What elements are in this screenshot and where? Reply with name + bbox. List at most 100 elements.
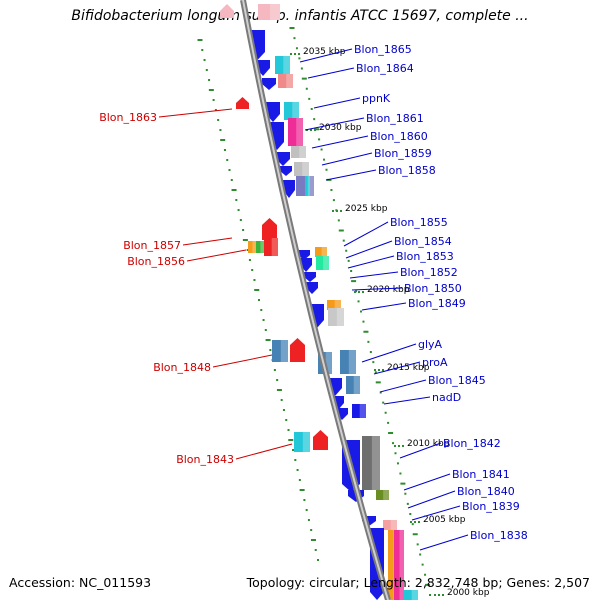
gene-cyan-bottom — [404, 590, 418, 600]
gene-label-forward[interactable]: Blon_1859 — [374, 147, 432, 160]
leader-line — [325, 169, 377, 181]
right-dot — [429, 594, 431, 596]
gene-label-forward[interactable]: Blon_1838 — [470, 529, 528, 542]
leader-line — [351, 287, 403, 291]
gene-blon-1845 — [346, 376, 360, 394]
kbp-ticks: 2035 kbp 2030 kbp 2025 kbp 2020 kbp 2015 kbp… — [290, 47, 490, 598]
right-dot — [419, 553, 422, 556]
left-dot — [282, 409, 285, 411]
leader-line — [399, 442, 442, 459]
gene-blon-1853-shade — [323, 256, 329, 270]
gene-gray-a — [291, 146, 306, 158]
right-dot — [318, 138, 321, 141]
left-dot — [314, 549, 317, 551]
right-dot — [351, 280, 357, 283]
right-dot — [387, 421, 390, 424]
gene-label-reverse[interactable]: Blon_1848 — [153, 361, 211, 374]
gene-label-reverse[interactable]: Blon_1863 — [99, 111, 157, 124]
right-dot — [400, 482, 406, 485]
tick-label: 2035 kbp — [303, 47, 346, 57]
left-dot — [230, 179, 233, 181]
left-dot — [217, 119, 220, 121]
left-dot — [226, 159, 229, 161]
leader-line — [182, 237, 233, 246]
gene-label-forward[interactable]: Blon_1854 — [394, 235, 452, 248]
gene-label-reverse[interactable]: Blon_1857 — [123, 239, 181, 252]
gene-label-reverse[interactable]: Blon_1856 — [127, 255, 185, 268]
right-dot — [394, 452, 397, 455]
gene-label-forward[interactable]: Blon_1860 — [370, 130, 428, 143]
gene-blon-1849-orange-shade — [334, 300, 341, 310]
left-dot — [307, 519, 310, 521]
gene-label-forward[interactable]: Blon_1840 — [457, 485, 515, 498]
gene-label-forward[interactable]: Blon_1845 — [428, 374, 486, 387]
gene-label-forward[interactable]: Blon_1858 — [378, 164, 436, 177]
leader-line — [235, 443, 293, 460]
leader-line — [361, 302, 407, 311]
gene-blon-1842-shade — [371, 436, 380, 490]
gene-label-forward[interactable]: Blon_1849 — [408, 297, 466, 310]
tick-label: 2025 kbp — [345, 204, 388, 214]
gene-label-forward[interactable]: Blon_1842 — [443, 437, 501, 450]
right-dot — [320, 148, 323, 151]
leader-line — [299, 48, 353, 63]
gene-label-forward[interactable]: Blon_1839 — [462, 500, 520, 513]
leader-line — [411, 505, 461, 521]
left-dot — [287, 429, 290, 431]
gene-blon-1838-pink-shade — [399, 530, 404, 600]
right-dot — [332, 199, 335, 202]
right-dot — [345, 249, 348, 252]
right-dot — [313, 118, 316, 121]
leader-line — [347, 255, 395, 269]
leader-line — [419, 534, 469, 551]
gene-label-forward[interactable]: Blon_1853 — [396, 250, 454, 263]
left-dot — [205, 69, 208, 71]
gene-pink-b — [383, 520, 397, 530]
right-dot — [289, 27, 295, 29]
left-dot — [212, 99, 215, 101]
left-dot — [273, 369, 276, 371]
left-dot — [203, 59, 206, 61]
left-dot — [285, 419, 288, 421]
right-dot — [421, 563, 424, 566]
gene-label-forward[interactable]: Blon_1841 — [452, 468, 510, 481]
left-dot — [299, 489, 305, 491]
leader-line — [304, 117, 365, 131]
gene-glya — [340, 350, 356, 374]
left-dot — [276, 389, 282, 391]
gene-blue-c — [266, 102, 280, 122]
gene-blon-1856-orange-shade — [252, 241, 256, 253]
gene-pink-small — [278, 74, 293, 88]
right-dot — [357, 300, 360, 303]
genome-title: Bifidobacterium longum subsp. infantis A… — [71, 8, 529, 24]
right-dot — [411, 523, 414, 526]
gene-blon-1848-blue-shade — [280, 340, 288, 362]
gene-label-forward[interactable]: ppnK — [362, 92, 391, 105]
leader-line — [321, 152, 373, 166]
left-dot — [231, 189, 237, 191]
right-dot — [360, 310, 362, 313]
gene-label-forward[interactable]: glyA — [418, 338, 443, 351]
gene-label-forward[interactable]: Blon_1861 — [366, 112, 424, 125]
gene-label-forward[interactable]: Blon_1855 — [390, 216, 448, 229]
gene-label-forward[interactable]: Blon_1850 — [404, 282, 462, 295]
left-dot — [303, 499, 306, 501]
gene-pink-top-left — [220, 4, 234, 18]
gene-blon-1848-blue — [272, 340, 288, 362]
right-dot — [399, 472, 402, 475]
gene-label-forward[interactable]: Blon_1865 — [354, 43, 412, 56]
gene-label-forward[interactable]: proA — [422, 356, 448, 369]
gene-label-forward[interactable]: Blon_1864 — [356, 62, 414, 75]
gene-label-forward[interactable]: Blon_1852 — [400, 266, 458, 279]
gene-label-reverse[interactable]: Blon_1843 — [176, 453, 234, 466]
gene-blon-1843 — [313, 430, 328, 450]
right-dot — [330, 189, 333, 191]
gene-pink-b-shade — [390, 520, 397, 530]
left-dot — [214, 109, 217, 111]
gene-label-forward[interactable]: nadD — [432, 391, 461, 404]
chromosome-backbone — [240, 0, 391, 600]
gene-blon-1853 — [316, 256, 329, 270]
accession-text: Accession: NC_011593 — [9, 575, 152, 590]
left-dot — [253, 279, 256, 281]
